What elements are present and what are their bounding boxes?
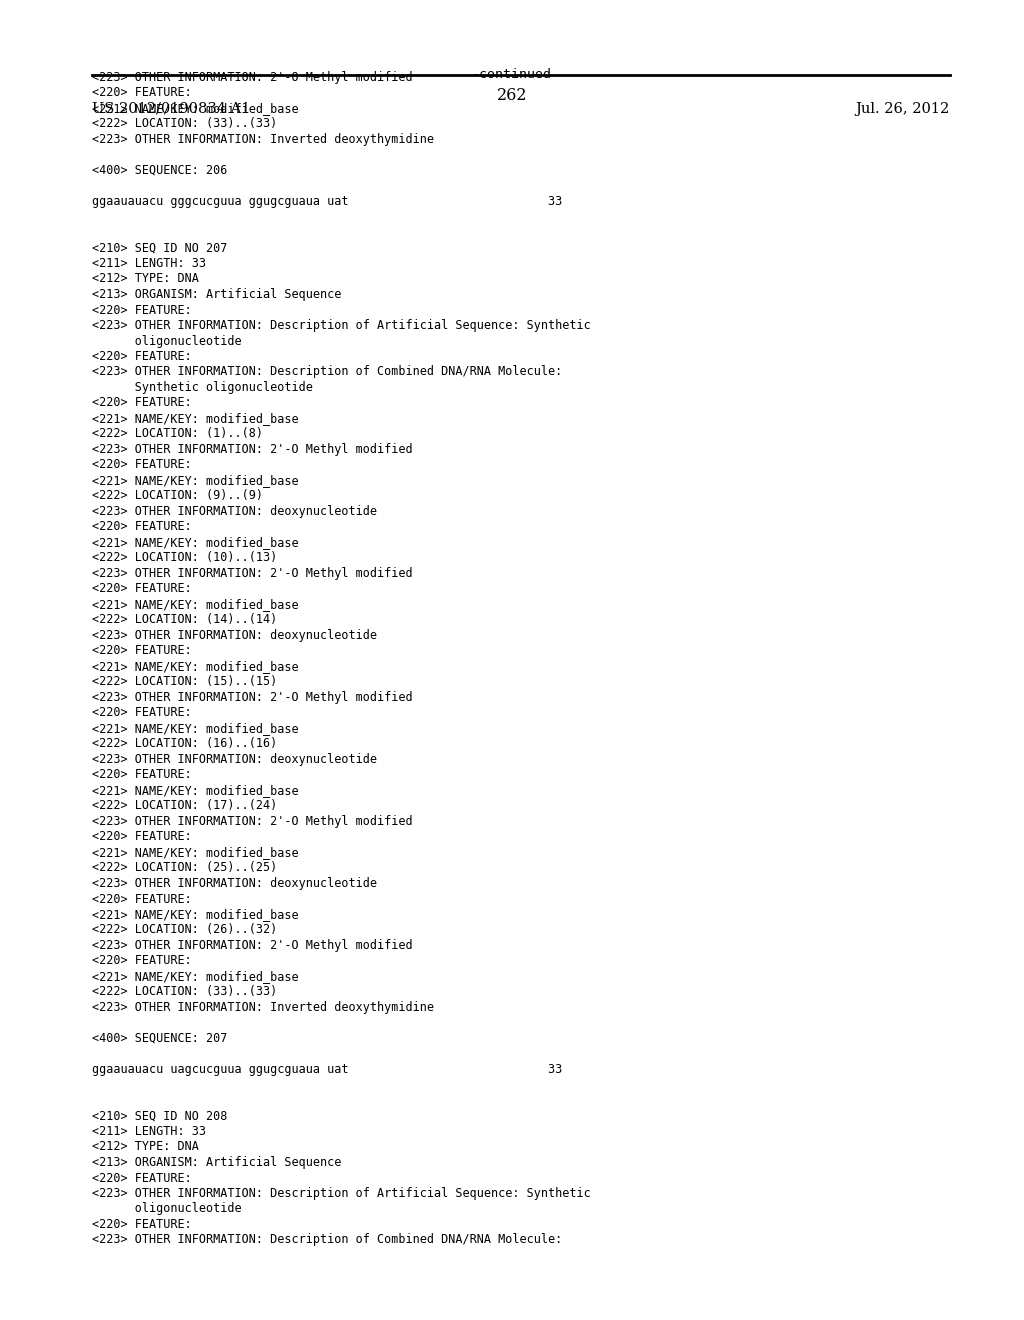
Text: US 2012/0190834 A1: US 2012/0190834 A1 [92, 102, 251, 116]
Text: <223> OTHER INFORMATION: Description of Artificial Sequence: Synthetic: <223> OTHER INFORMATION: Description of … [92, 1187, 591, 1200]
Text: <223> OTHER INFORMATION: 2'-O Methyl modified: <223> OTHER INFORMATION: 2'-O Methyl mod… [92, 71, 413, 84]
Text: <221> NAME/KEY: modified_base: <221> NAME/KEY: modified_base [92, 412, 299, 425]
Text: <220> FEATURE:: <220> FEATURE: [92, 350, 191, 363]
Text: <221> NAME/KEY: modified_base: <221> NAME/KEY: modified_base [92, 970, 299, 983]
Text: <223> OTHER INFORMATION: Inverted deoxythymidine: <223> OTHER INFORMATION: Inverted deoxyt… [92, 1001, 434, 1014]
Text: <223> OTHER INFORMATION: 2'-O Methyl modified: <223> OTHER INFORMATION: 2'-O Methyl mod… [92, 568, 413, 579]
Text: <223> OTHER INFORMATION: Inverted deoxythymidine: <223> OTHER INFORMATION: Inverted deoxyt… [92, 133, 434, 147]
Text: Jul. 26, 2012: Jul. 26, 2012 [856, 102, 950, 116]
Text: <220> FEATURE:: <220> FEATURE: [92, 396, 191, 409]
Text: <222> LOCATION: (15)..(15): <222> LOCATION: (15)..(15) [92, 676, 278, 689]
Text: <223> OTHER INFORMATION: 2'-O Methyl modified: <223> OTHER INFORMATION: 2'-O Methyl mod… [92, 444, 413, 455]
Text: <221> NAME/KEY: modified_base: <221> NAME/KEY: modified_base [92, 102, 299, 115]
Text: <221> NAME/KEY: modified_base: <221> NAME/KEY: modified_base [92, 474, 299, 487]
Text: ggaauauacu gggcucguua ggugcguaua uat                            33: ggaauauacu gggcucguua ggugcguaua uat 33 [92, 195, 562, 209]
Text: <400> SEQUENCE: 206: <400> SEQUENCE: 206 [92, 164, 227, 177]
Text: <222> LOCATION: (26)..(32): <222> LOCATION: (26)..(32) [92, 924, 278, 936]
Text: <220> FEATURE:: <220> FEATURE: [92, 706, 191, 719]
Text: <211> LENGTH: 33: <211> LENGTH: 33 [92, 257, 206, 271]
Text: <213> ORGANISM: Artificial Sequence: <213> ORGANISM: Artificial Sequence [92, 1156, 341, 1170]
Text: <222> LOCATION: (17)..(24): <222> LOCATION: (17)..(24) [92, 800, 278, 813]
Text: <222> LOCATION: (10)..(13): <222> LOCATION: (10)..(13) [92, 552, 278, 565]
Text: <400> SEQUENCE: 207: <400> SEQUENCE: 207 [92, 1032, 227, 1045]
Text: <220> FEATURE:: <220> FEATURE: [92, 582, 191, 595]
Text: <210> SEQ ID NO 207: <210> SEQ ID NO 207 [92, 242, 227, 255]
Text: <222> LOCATION: (25)..(25): <222> LOCATION: (25)..(25) [92, 862, 278, 874]
Text: <223> OTHER INFORMATION: deoxynucleotide: <223> OTHER INFORMATION: deoxynucleotide [92, 630, 377, 642]
Text: <210> SEQ ID NO 208: <210> SEQ ID NO 208 [92, 1110, 227, 1122]
Text: <222> LOCATION: (14)..(14): <222> LOCATION: (14)..(14) [92, 614, 278, 627]
Text: <212> TYPE: DNA: <212> TYPE: DNA [92, 272, 199, 285]
Text: <221> NAME/KEY: modified_base: <221> NAME/KEY: modified_base [92, 784, 299, 797]
Text: <220> FEATURE:: <220> FEATURE: [92, 644, 191, 657]
Text: <222> LOCATION: (33)..(33): <222> LOCATION: (33)..(33) [92, 117, 278, 131]
Text: <221> NAME/KEY: modified_base: <221> NAME/KEY: modified_base [92, 598, 299, 611]
Text: <212> TYPE: DNA: <212> TYPE: DNA [92, 1140, 199, 1154]
Text: 262: 262 [497, 87, 527, 104]
Text: <220> FEATURE:: <220> FEATURE: [92, 520, 191, 533]
Text: oligonucleotide: oligonucleotide [92, 1203, 242, 1216]
Text: <223> OTHER INFORMATION: Description of Combined DNA/RNA Molecule:: <223> OTHER INFORMATION: Description of … [92, 366, 562, 379]
Text: <220> FEATURE:: <220> FEATURE: [92, 87, 191, 99]
Text: <223> OTHER INFORMATION: Description of Combined DNA/RNA Molecule:: <223> OTHER INFORMATION: Description of … [92, 1233, 562, 1246]
Text: <222> LOCATION: (16)..(16): <222> LOCATION: (16)..(16) [92, 738, 278, 751]
Text: <220> FEATURE:: <220> FEATURE: [92, 768, 191, 781]
Text: ggaauauacu uagcucguua ggugcguaua uat                            33: ggaauauacu uagcucguua ggugcguaua uat 33 [92, 1063, 562, 1076]
Text: <220> FEATURE:: <220> FEATURE: [92, 830, 191, 843]
Text: <220> FEATURE:: <220> FEATURE: [92, 458, 191, 471]
Text: <213> ORGANISM: Artificial Sequence: <213> ORGANISM: Artificial Sequence [92, 288, 341, 301]
Text: <211> LENGTH: 33: <211> LENGTH: 33 [92, 1125, 206, 1138]
Text: <222> LOCATION: (1)..(8): <222> LOCATION: (1)..(8) [92, 428, 263, 441]
Text: oligonucleotide: oligonucleotide [92, 334, 242, 347]
Text: <223> OTHER INFORMATION: 2'-O Methyl modified: <223> OTHER INFORMATION: 2'-O Methyl mod… [92, 814, 413, 828]
Text: -continued: -continued [472, 69, 552, 81]
Text: <220> FEATURE:: <220> FEATURE: [92, 1172, 191, 1184]
Text: <221> NAME/KEY: modified_base: <221> NAME/KEY: modified_base [92, 722, 299, 735]
Text: <221> NAME/KEY: modified_base: <221> NAME/KEY: modified_base [92, 846, 299, 859]
Text: <220> FEATURE:: <220> FEATURE: [92, 1218, 191, 1232]
Text: <220> FEATURE:: <220> FEATURE: [92, 304, 191, 317]
Text: Synthetic oligonucleotide: Synthetic oligonucleotide [92, 381, 313, 393]
Text: <221> NAME/KEY: modified_base: <221> NAME/KEY: modified_base [92, 660, 299, 673]
Text: <223> OTHER INFORMATION: deoxynucleotide: <223> OTHER INFORMATION: deoxynucleotide [92, 506, 377, 517]
Text: <221> NAME/KEY: modified_base: <221> NAME/KEY: modified_base [92, 908, 299, 921]
Text: <221> NAME/KEY: modified_base: <221> NAME/KEY: modified_base [92, 536, 299, 549]
Text: <223> OTHER INFORMATION: 2'-O Methyl modified: <223> OTHER INFORMATION: 2'-O Methyl mod… [92, 939, 413, 952]
Text: <223> OTHER INFORMATION: Description of Artificial Sequence: Synthetic: <223> OTHER INFORMATION: Description of … [92, 319, 591, 333]
Text: <223> OTHER INFORMATION: deoxynucleotide: <223> OTHER INFORMATION: deoxynucleotide [92, 752, 377, 766]
Text: <220> FEATURE:: <220> FEATURE: [92, 954, 191, 968]
Text: <223> OTHER INFORMATION: 2'-O Methyl modified: <223> OTHER INFORMATION: 2'-O Methyl mod… [92, 690, 413, 704]
Text: <222> LOCATION: (33)..(33): <222> LOCATION: (33)..(33) [92, 986, 278, 998]
Text: <223> OTHER INFORMATION: deoxynucleotide: <223> OTHER INFORMATION: deoxynucleotide [92, 876, 377, 890]
Text: <220> FEATURE:: <220> FEATURE: [92, 892, 191, 906]
Text: <222> LOCATION: (9)..(9): <222> LOCATION: (9)..(9) [92, 490, 263, 503]
